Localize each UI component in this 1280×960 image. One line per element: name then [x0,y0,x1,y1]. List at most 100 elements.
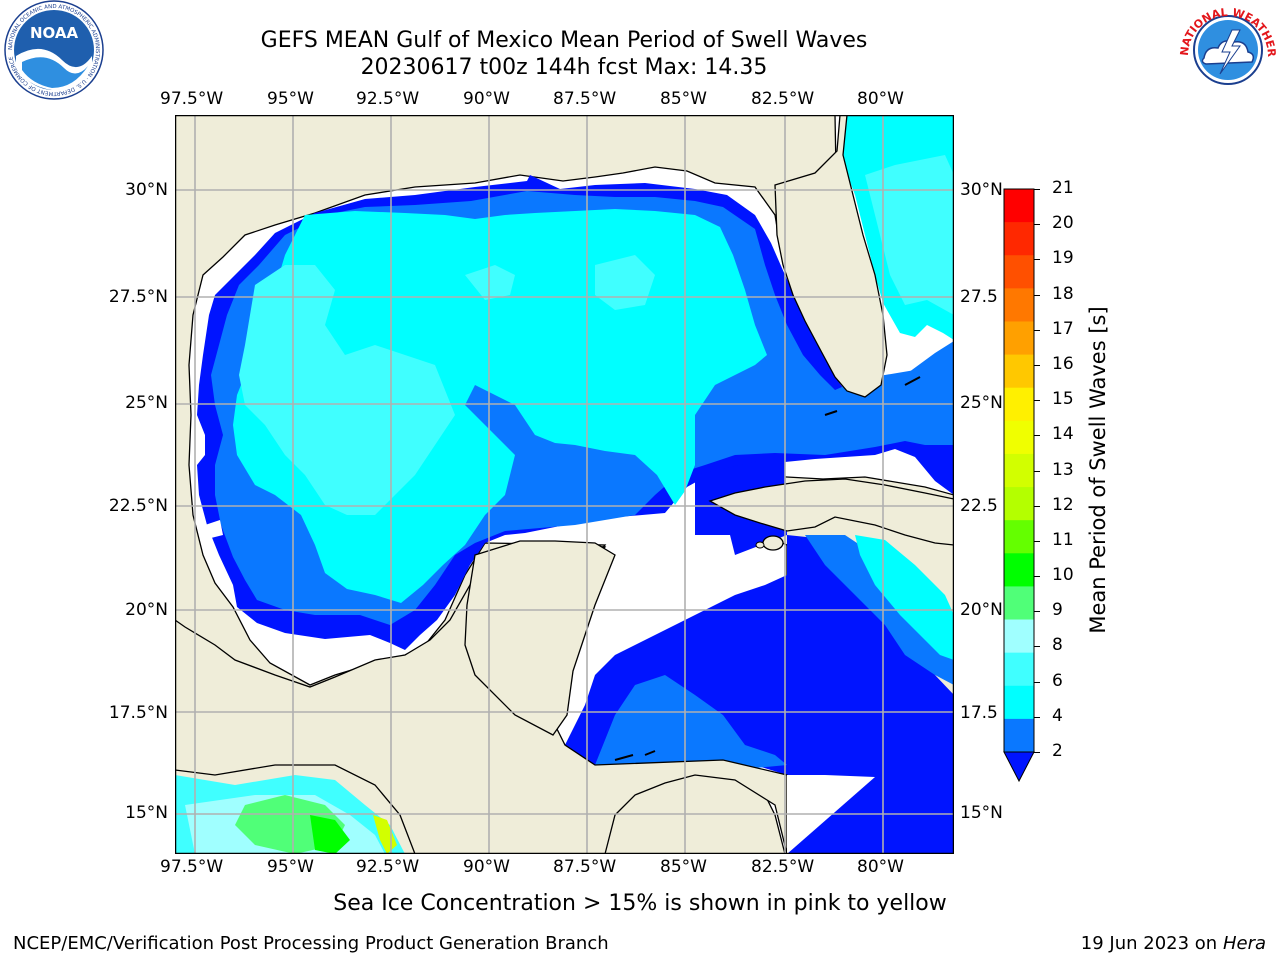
lat-label-right: 20°N [960,600,1003,620]
lon-label-top: 92.5°W [356,89,420,109]
colorbar-tick-label: 17 [1052,318,1074,339]
straits-blue [875,341,954,407]
atlantic-lightcyan [865,155,954,315]
lat-label-left: 20°N [125,600,168,620]
colorbar-tick-mark [1034,294,1040,296]
colorbar-swatch [1004,619,1034,654]
colorbar-tick-mark [1034,224,1040,226]
colorbar-tick-label: 16 [1052,353,1074,374]
lon-label-top: 90°W [463,89,510,109]
lon-label-bottom: 95°W [267,857,314,877]
colorbar-tick-label: 20 [1052,213,1074,234]
colorbar-tick-mark [1034,259,1040,261]
colorbar-swatch [1004,255,1034,289]
pacific-green-strong [310,815,350,854]
lat-label-left: 27.5°N [108,287,168,307]
lat-label-left: 17.5°N [108,703,168,723]
colorbar-swatch [1004,354,1034,389]
lon-label-bottom: 87.5°W [553,857,617,877]
island [762,535,784,551]
lon-label-bottom: 97.5°W [160,857,224,877]
colorbar-swatch [1004,520,1034,554]
lat-label-right: 22.5 [960,496,998,516]
lon-label-top: 80°W [857,89,904,109]
colorbar-tick-mark [1034,470,1040,472]
lat-label-right: 17.5 [960,703,998,723]
colorbar-label: Mean Period of Swell Waves [s] [1086,306,1110,634]
colorbar-swatch [1004,453,1034,488]
colorbar-swatch [1004,586,1034,621]
colorbar-tick-mark [1034,540,1040,542]
colorbar-tick-mark [1034,716,1040,718]
colorbar-tick-mark [1034,364,1040,366]
colorbar-tick-label: 10 [1052,565,1074,586]
colorbar-tick-label: 19 [1052,248,1074,269]
colorbar-tick-mark [1034,329,1040,331]
lat-label-right: 25°N [960,393,1003,413]
caribbean-cyan [855,535,954,660]
lon-label-bottom: 80°W [857,857,904,877]
island [904,376,921,386]
colorbar-tick-label: 4 [1052,705,1063,726]
host-text: Hera [1222,933,1266,954]
noaa-logo: NOAA NATIONAL OCEANIC AND ATMOSPHERIC AD… [2,0,106,104]
colorbar-extend-arrow [1003,751,1035,783]
colorbar-tick-mark [1034,611,1040,613]
colorbar-tick-label: 9 [1052,600,1063,621]
lon-label-top: 97.5°W [160,89,224,109]
island [644,750,656,756]
colorbar-tick-label: 2 [1052,741,1063,761]
colorbar-swatch [1004,652,1034,687]
colorbar-swatch [1004,222,1034,256]
colorbar-svg [1003,188,1035,783]
colorbar-tick-label: 18 [1052,283,1074,304]
colorbar-tick-label: 13 [1052,459,1074,480]
island [755,541,765,549]
lon-label-bottom: 85°W [660,857,707,877]
lon-label-bottom: 92.5°W [356,857,420,877]
island [614,754,634,761]
lat-label-right: 15°N [960,803,1003,823]
map-panel [174,114,955,855]
gulf-lightcyan-patch [465,265,515,300]
yucatan-land [464,540,616,736]
colorbar-swatch [1004,685,1034,720]
colorbar-tick-label: 8 [1052,635,1063,656]
graticule [175,115,954,854]
colorbar [1000,186,1040,786]
colorbar-tick-label: 15 [1052,389,1074,410]
svg-text:NOAA: NOAA [30,24,79,42]
map-frame [174,114,955,855]
colorbar-swatch [1004,420,1034,455]
colorbar-tick-mark [1034,435,1040,437]
lat-label-left: 15°N [125,803,168,823]
nodata-patch [205,520,223,539]
lat-label-right: 30°N [960,180,1003,200]
lon-label-top: 87.5°W [553,89,617,109]
plot-title-line1: GEFS MEAN Gulf of Mexico Mean Period of … [260,28,868,53]
colorbar-tick-mark [1034,400,1040,402]
colorbar-tick-label: 12 [1052,494,1074,515]
colorbar-swatches [1004,189,1034,753]
lon-label-bottom: 90°W [463,857,510,877]
nws-logo: NATIONAL WEATHER SERVICE [1172,0,1280,100]
colorbar-swatch [1004,189,1034,223]
lat-label-right: 27.5 [960,287,998,307]
colorbar-tick-mark [1034,646,1040,648]
caribbean-midblue [595,675,787,773]
colorbar-swatch [1004,718,1034,753]
colorbar-tick-mark [1034,752,1040,753]
colorbar-swatch [1004,288,1034,322]
colorbar-swatch [1004,553,1034,587]
colorbar-tick-label: 14 [1052,424,1074,445]
cuba-land [708,478,955,546]
sea-ice-note: Sea Ice Concentration > 15% is shown in … [333,891,947,916]
lat-label-left: 25°N [125,393,168,413]
date-stamp: 19 Jun 2023 on Hera [1081,933,1266,954]
lon-label-bottom: 82.5°W [751,857,815,877]
lat-label-left: 22.5°N [108,496,168,516]
colorbar-tick-label: 6 [1052,670,1063,691]
date-text: 19 Jun 2023 on [1080,933,1218,954]
lon-label-top: 85°W [660,89,707,109]
colorbar-swatch [1004,387,1034,422]
